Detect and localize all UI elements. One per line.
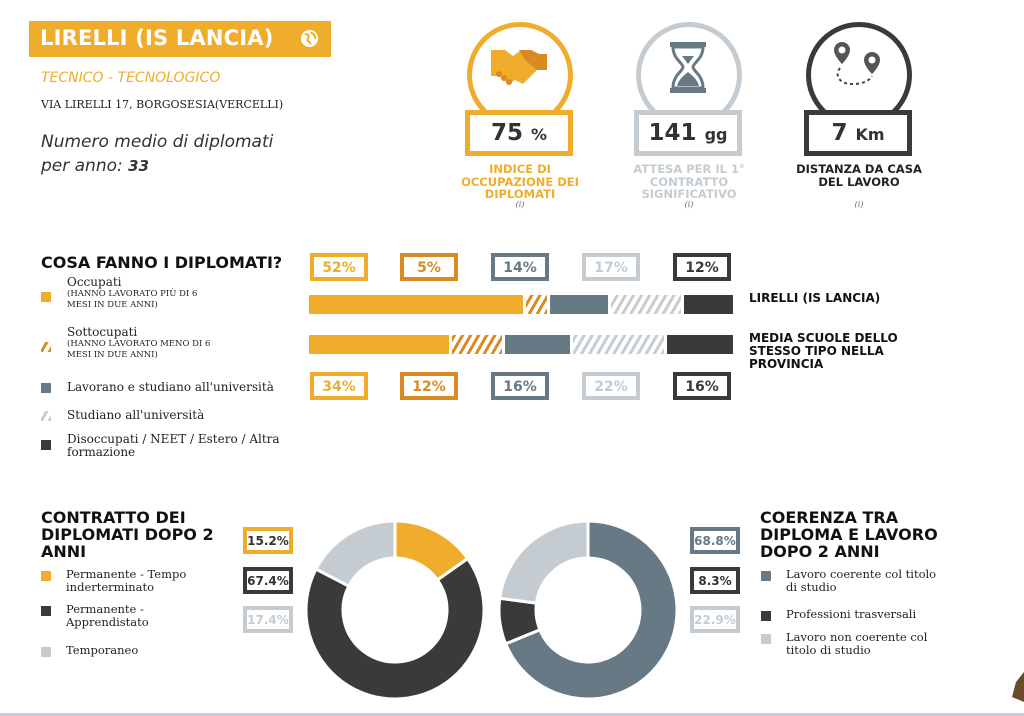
legend-swatch — [761, 611, 771, 621]
legend-swatch — [761, 571, 771, 581]
kpi-unit: % — [531, 125, 548, 144]
legend-label: Lavoro coerente col titolo — [786, 567, 937, 581]
bar-school — [309, 295, 733, 314]
legend-swatch — [41, 571, 51, 581]
donut-slice-3 — [498, 519, 590, 605]
legend-swatch — [41, 292, 51, 302]
legend-note: (HANNO LAVORATO PIÙ DI 6 — [67, 289, 198, 299]
avg-graduates-value: 33 — [128, 157, 150, 175]
legend-label: Occupati — [67, 275, 122, 289]
donut-pct-box: 68.8% — [690, 527, 740, 554]
bar-label-school: LIRELLI (IS LANCIA) — [749, 291, 881, 305]
bar-segment-4 — [610, 295, 681, 314]
pct-box: 22% — [582, 372, 640, 400]
kpi-label: DISTANZA DA CASA DEL LAVORO — [796, 162, 922, 189]
legend-note: MESI IN DUE ANNI) — [67, 350, 158, 360]
legend-label: formazione — [67, 445, 136, 459]
bar-segment-1 — [309, 295, 524, 314]
bar-segment-3 — [549, 295, 608, 314]
donut-pct-box: 22.9% — [690, 606, 740, 633]
legend-swatch — [41, 383, 51, 393]
pct-box: 12% — [673, 253, 731, 281]
legend-swatch — [41, 647, 51, 657]
legend-label: inderterminato — [66, 580, 155, 594]
kpi-unit: Km — [855, 125, 885, 144]
legend-note: (HANNO LAVORATO MENO DI 6 — [67, 339, 211, 349]
bar-segment-2 — [526, 295, 547, 314]
info-icon[interactable]: (i) — [854, 200, 864, 209]
school-address: VIA LIRELLI 17, BORGOSESIA(VERCELLI) — [41, 98, 284, 111]
school-name: LIRELLI (IS LANCIA) — [40, 26, 274, 50]
handshake-icon — [491, 50, 547, 85]
school-title: LIRELLI (IS LANCIA) — [29, 21, 331, 57]
pct-box: 14% — [491, 253, 549, 281]
pct-box: 34% — [310, 372, 368, 400]
avg-graduates-label: Numero medio di diplomati — [41, 132, 274, 152]
pct-box: 16% — [491, 372, 549, 400]
bar-segment-3 — [504, 335, 571, 354]
donut-pct-box: 15.2% — [243, 527, 293, 554]
kpi-label: ATTESA PER IL 1° CONTRATTO SIGNIFICATIVO — [633, 162, 745, 201]
donut-contract — [304, 519, 486, 701]
globe-icon[interactable] — [300, 29, 319, 48]
info-icon[interactable]: (i) — [684, 200, 694, 209]
kpi-value: 141 — [648, 120, 697, 146]
section-title-what: COSA FANNO I DIPLOMATI? — [41, 253, 283, 272]
legend-label: titolo di studio — [786, 643, 871, 657]
page-corner-decoration — [1012, 672, 1024, 702]
kpi-value-box: 75 % — [465, 110, 573, 156]
legend-label: Professioni trasversali — [786, 607, 917, 621]
legend-label: Sottocupati — [67, 325, 138, 339]
bar-segment-5 — [683, 295, 733, 314]
legend-swatch — [41, 411, 51, 421]
kpi-value: 7 — [831, 120, 848, 146]
info-icon[interactable]: (i) — [515, 200, 525, 209]
bar-segment-5 — [667, 335, 733, 354]
bar-segment-1 — [309, 335, 450, 354]
kpi-unit: gg — [704, 125, 728, 144]
kpi-value: 75 — [490, 120, 523, 146]
school-type: TECNICO - TECNOLOGICO — [41, 70, 221, 86]
legend-note: MESI IN DUE ANNI) — [67, 300, 158, 310]
map-pins-icon — [834, 42, 880, 86]
donut-pct-box: 8.3% — [690, 566, 740, 594]
bar-segment-2 — [452, 335, 502, 354]
donut-pct-box: 17.4% — [243, 606, 293, 633]
bar-label-province: MEDIA SCUOLE DELLO STESSO TIPO NELLA PRO… — [749, 331, 898, 371]
pct-box: 17% — [582, 253, 640, 281]
pct-box: 12% — [400, 372, 458, 400]
legend-swatch — [761, 634, 771, 644]
kpi-value-box: 141 gg — [634, 110, 742, 156]
legend-swatch — [41, 606, 51, 616]
section-title-coherence: COERENZA TRA DIPLOMA E LAVORO DOPO 2 ANN… — [760, 508, 938, 561]
legend-label: Permanente - Tempo — [66, 567, 187, 581]
bar-segment-4 — [573, 335, 665, 354]
bar-province — [309, 335, 733, 354]
avg-graduates-label-2: per anno: — [41, 156, 129, 176]
legend-label: Temporaneo — [66, 643, 139, 657]
legend-label: Apprendistato — [66, 615, 149, 629]
footer-divider — [0, 713, 1024, 716]
legend-swatch — [41, 440, 51, 450]
legend-label: Lavoro non coerente col — [786, 630, 928, 644]
pct-box: 16% — [673, 372, 731, 400]
pct-box: 52% — [310, 253, 368, 281]
donut-pct-box: 67.4% — [243, 566, 293, 594]
section-title-contract: CONTRATTO DEI DIPLOMATI DOPO 2 ANNI — [41, 508, 214, 561]
kpi-value-box: 7 Km — [804, 110, 912, 156]
donut-slice-1 — [503, 519, 679, 701]
pct-box: 5% — [400, 253, 458, 281]
legend-label: Lavorano e studiano all'università — [67, 380, 274, 394]
legend-label: di studio — [786, 580, 837, 594]
legend-label: Studiano all'università — [67, 408, 205, 422]
legend-label: Disoccupati / NEET / Estero / Altra — [67, 432, 280, 446]
donut-coherence — [497, 519, 679, 701]
legend-swatch — [41, 342, 51, 352]
donut-slice-2 — [304, 556, 486, 701]
donut-slice-3 — [313, 519, 397, 589]
avg-graduates: Numero medio di diplomati per anno: 33 — [41, 130, 273, 178]
kpi-label: INDICE DI OCCUPAZIONE DEI DIPLOMATI — [461, 162, 579, 201]
legend-label: Permanente - — [66, 602, 144, 616]
hourglass-icon — [670, 42, 706, 93]
